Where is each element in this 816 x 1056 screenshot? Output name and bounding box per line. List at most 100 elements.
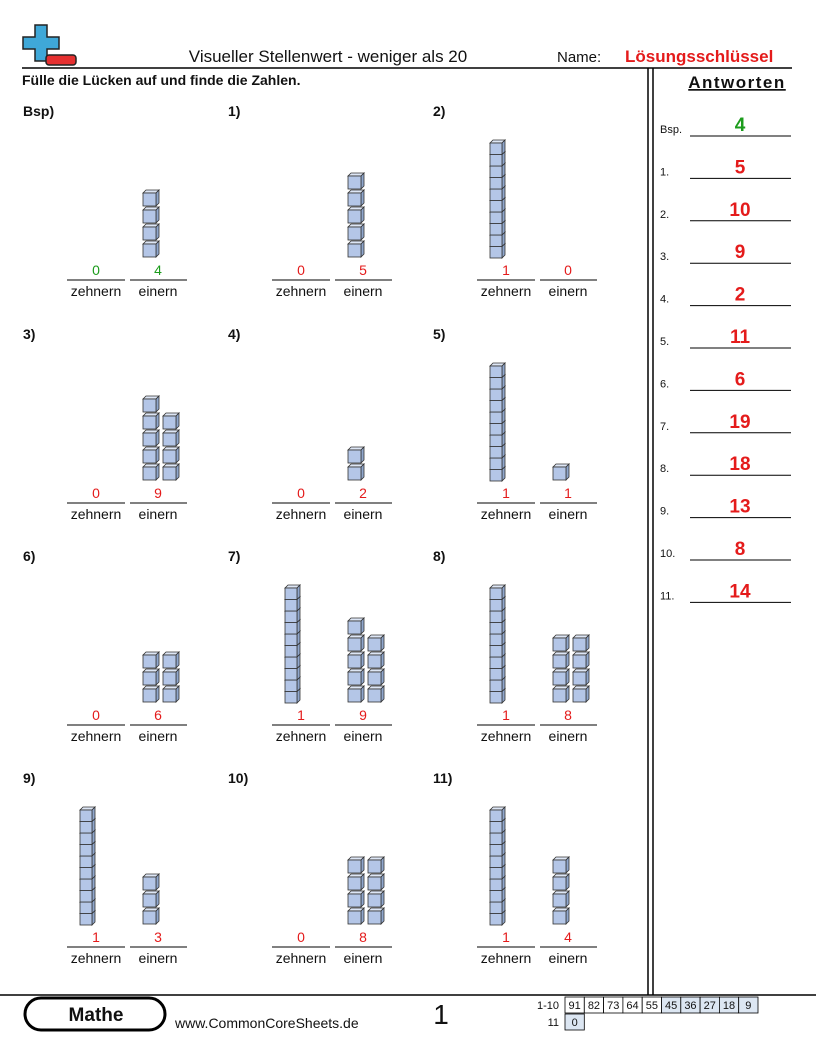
ones-label: einern bbox=[344, 950, 383, 966]
ones-cube bbox=[552, 856, 570, 874]
score-value: 45 bbox=[665, 1000, 677, 1012]
ones-cube bbox=[367, 890, 385, 908]
cube-face bbox=[572, 688, 587, 703]
cube-side bbox=[360, 856, 365, 874]
cube-side bbox=[360, 223, 365, 241]
ones-cube bbox=[347, 463, 365, 481]
tens-value: 1 bbox=[297, 707, 305, 723]
cube-side bbox=[360, 873, 365, 891]
cube-face bbox=[489, 809, 503, 822]
ones-label: einern bbox=[139, 506, 178, 522]
cube-face bbox=[489, 434, 503, 447]
cube-face bbox=[347, 449, 362, 464]
cube-face bbox=[284, 656, 298, 669]
cube-face bbox=[162, 671, 177, 686]
cube-side bbox=[360, 634, 365, 652]
ones-value: 2 bbox=[359, 485, 367, 501]
answer-value: 13 bbox=[729, 497, 750, 518]
cube-side bbox=[501, 584, 506, 601]
cube-face bbox=[347, 209, 362, 224]
tens-value: 1 bbox=[92, 929, 100, 945]
score-value: 55 bbox=[646, 1000, 658, 1012]
cube-side bbox=[175, 463, 180, 481]
score-cell bbox=[738, 996, 759, 1014]
ones-cube bbox=[347, 446, 365, 464]
cube-side bbox=[175, 429, 180, 447]
cube-face bbox=[284, 645, 298, 658]
cube-face bbox=[142, 192, 157, 207]
cube-side bbox=[155, 890, 160, 908]
score-value: 73 bbox=[607, 1000, 619, 1012]
ones-cube bbox=[552, 890, 570, 908]
tens-value: 0 bbox=[297, 262, 305, 278]
ones-cube bbox=[142, 907, 160, 925]
cube-face bbox=[367, 654, 382, 669]
cube-face bbox=[489, 901, 503, 914]
cube-face bbox=[162, 449, 177, 464]
cube-face bbox=[142, 243, 157, 258]
cube-face bbox=[284, 599, 298, 612]
cube-side bbox=[380, 873, 385, 891]
ones-cube bbox=[142, 890, 160, 908]
cube-side bbox=[585, 685, 590, 703]
cube-face bbox=[552, 910, 567, 925]
ones-cube bbox=[142, 223, 160, 241]
cube-side bbox=[380, 856, 385, 874]
tens-value: 0 bbox=[297, 485, 305, 501]
problem-label: 11) bbox=[433, 770, 452, 786]
cube-face bbox=[552, 876, 567, 891]
cube-side bbox=[155, 412, 160, 430]
cube-face bbox=[162, 654, 177, 669]
cube-face bbox=[142, 910, 157, 925]
ones-cube bbox=[347, 907, 365, 925]
cube-face bbox=[552, 466, 567, 481]
answer-label: 3. bbox=[660, 251, 669, 263]
cube-face bbox=[489, 469, 503, 482]
answer-value: 6 bbox=[735, 369, 746, 390]
ones-cube bbox=[552, 651, 570, 669]
tens-label: zehnern bbox=[71, 728, 122, 744]
answer-label: 1. bbox=[660, 166, 669, 178]
cube-face bbox=[142, 671, 157, 686]
cube-side bbox=[585, 668, 590, 686]
ones-cube bbox=[142, 463, 160, 481]
cube-face bbox=[489, 388, 503, 401]
cube-side bbox=[175, 651, 180, 669]
tens-label: zehnern bbox=[481, 283, 532, 299]
ones-label: einern bbox=[344, 506, 383, 522]
cube-side bbox=[380, 890, 385, 908]
cube-face bbox=[489, 188, 503, 201]
score-value: 36 bbox=[684, 1000, 696, 1012]
tens-label: zehnern bbox=[276, 506, 327, 522]
cube-face bbox=[79, 821, 93, 834]
cube-face bbox=[489, 821, 503, 834]
ones-cube bbox=[162, 446, 180, 464]
cube-side bbox=[565, 463, 570, 481]
cube-side bbox=[155, 907, 160, 925]
cube-face bbox=[347, 654, 362, 669]
ones-cube bbox=[142, 651, 160, 669]
ones-cube bbox=[142, 240, 160, 258]
ones-cube bbox=[162, 668, 180, 686]
cube-face bbox=[489, 165, 503, 178]
problem-label: 6) bbox=[23, 548, 35, 564]
problem-label: 10) bbox=[228, 770, 248, 786]
ones-cube bbox=[142, 412, 160, 430]
score-cell bbox=[564, 1013, 585, 1031]
ones-cube bbox=[367, 856, 385, 874]
cube-face bbox=[489, 913, 503, 926]
ones-value: 9 bbox=[359, 707, 367, 723]
cube-face bbox=[367, 637, 382, 652]
cube-side bbox=[296, 584, 301, 601]
ones-cube bbox=[347, 634, 365, 652]
ones-label: einern bbox=[139, 283, 178, 299]
ones-cube bbox=[347, 172, 365, 190]
answer-value: 18 bbox=[729, 454, 750, 475]
cube-face bbox=[347, 876, 362, 891]
cube-face bbox=[489, 377, 503, 390]
cube-face bbox=[572, 654, 587, 669]
problem-label: 2) bbox=[433, 103, 445, 119]
cube-face bbox=[489, 246, 503, 259]
cube-face bbox=[489, 446, 503, 459]
ones-cube bbox=[572, 685, 590, 703]
